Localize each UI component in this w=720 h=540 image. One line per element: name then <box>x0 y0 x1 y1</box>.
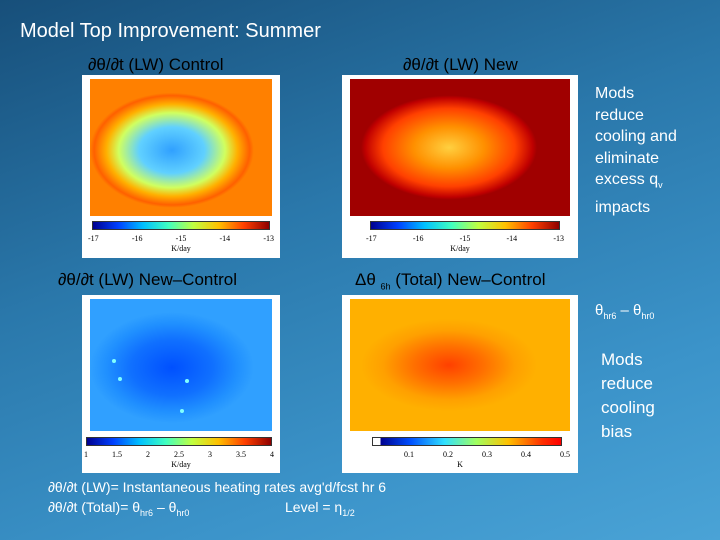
slide-title: Model Top Improvement: Summer <box>20 20 321 42</box>
map-panel-new: -17 -16 -15 -14 -13 K/day <box>342 75 578 258</box>
side-note-mods-2: Mods reduce cooling bias <box>601 350 655 441</box>
heating-map-difference <box>90 299 272 431</box>
map-panel-control: -17 -16 -15 -14 -13 K/day <box>82 75 280 258</box>
colorbar-ticks: -17 -16 -15 -14 -13 <box>88 234 274 243</box>
colorbar-unit: K/day <box>171 460 191 469</box>
map-panel-total-diff: 0.1 0.2 0.3 0.4 0.5 K <box>342 295 578 473</box>
colorbar <box>372 437 562 446</box>
side-note-mods-1: Mods reduce cooling and eliminate excess qv i… <box>595 85 677 216</box>
footnote-level: Level = η1/2 <box>285 499 355 518</box>
colorbar <box>86 437 272 446</box>
colorbar-unit: K/day <box>450 244 470 253</box>
colorbar-ticks: 1 1.5 2 2.5 3 3.5 4 <box>84 450 274 459</box>
panel-heading-new: ∂θ/∂t (LW) New <box>403 55 518 74</box>
heating-map-control <box>90 79 272 216</box>
colorbar-ticks: -17 -16 -15 -14 -13 <box>366 234 564 243</box>
colorbar <box>92 221 270 230</box>
heating-map-new <box>350 79 570 216</box>
colorbar-unit: K/day <box>171 244 191 253</box>
panel-heading-total-diff: Δθ 6h (Total) New–Control <box>355 270 546 292</box>
colorbar-unit: K <box>457 460 463 469</box>
theta-change-map <box>350 299 570 431</box>
colorbar <box>370 221 560 230</box>
panel-heading-control: ∂θ/∂t (LW) Control <box>88 55 224 74</box>
map-panel-new-control: 1 1.5 2 2.5 3 3.5 4 K/day <box>82 295 280 473</box>
footnote-lw-definition: ∂θ/∂t (LW)= Instantaneous heating rates … <box>48 479 387 495</box>
colorbar-ticks: 0.1 0.2 0.3 0.4 0.5 <box>404 450 570 459</box>
panel-heading-new-control: ∂θ/∂t (LW) New–Control <box>58 270 237 289</box>
footnote-total-definition: ∂θ/∂t (Total)= θhr6 – θhr0 <box>48 499 190 518</box>
theta-difference-label: θhr6 – θhr0 <box>595 302 655 321</box>
